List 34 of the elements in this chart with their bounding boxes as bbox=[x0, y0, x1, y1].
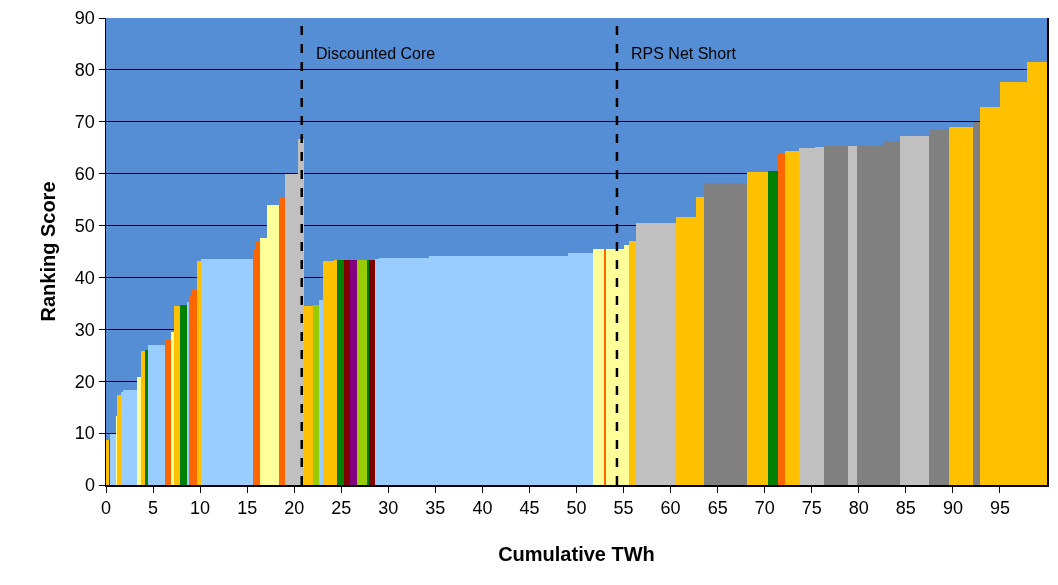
ref-line-label: RPS Net Short bbox=[631, 45, 737, 62]
x-tick-label: 35 bbox=[425, 498, 446, 519]
x-tick-label: 25 bbox=[331, 498, 352, 519]
y-tick-label: 30 bbox=[74, 319, 95, 340]
x-tick-label: 45 bbox=[519, 498, 540, 519]
x-tick-label: 15 bbox=[237, 498, 258, 519]
x-tick-label: 60 bbox=[660, 498, 681, 519]
x-tick-label: 70 bbox=[754, 498, 775, 519]
x-tick-label: 90 bbox=[942, 498, 963, 519]
y-tick-label: 0 bbox=[84, 475, 95, 496]
y-tick-label: 90 bbox=[74, 8, 95, 29]
y-tick-label: 70 bbox=[74, 112, 95, 133]
x-tick-label: 55 bbox=[613, 498, 634, 519]
y-tick-label: 40 bbox=[74, 267, 95, 288]
x-tick-label: 95 bbox=[989, 498, 1010, 519]
x-axis-title: Cumulative TWh bbox=[498, 543, 655, 566]
y-tick-label: 60 bbox=[74, 163, 95, 184]
ref-line-label: Discounted Core bbox=[316, 45, 436, 62]
x-tick-label: 80 bbox=[848, 498, 869, 519]
x-tick-label: 40 bbox=[472, 498, 493, 519]
y-tick-label: 80 bbox=[74, 60, 95, 81]
x-tick-label: 0 bbox=[100, 498, 112, 519]
y-tick-label: 10 bbox=[74, 423, 95, 444]
y-axis-title: Ranking Score bbox=[36, 181, 59, 322]
x-tick-label: 75 bbox=[801, 498, 822, 519]
y-tick-label: 20 bbox=[74, 371, 95, 392]
x-tick-label: 30 bbox=[378, 498, 399, 519]
x-tick-label: 5 bbox=[148, 498, 159, 519]
x-tick-label: 10 bbox=[190, 498, 211, 519]
x-tick-label: 20 bbox=[284, 498, 305, 519]
y-tick-label: 50 bbox=[74, 215, 95, 236]
x-tick-label: 85 bbox=[895, 498, 916, 519]
x-tick-label: 65 bbox=[707, 498, 728, 519]
x-tick-label: 50 bbox=[566, 498, 587, 519]
